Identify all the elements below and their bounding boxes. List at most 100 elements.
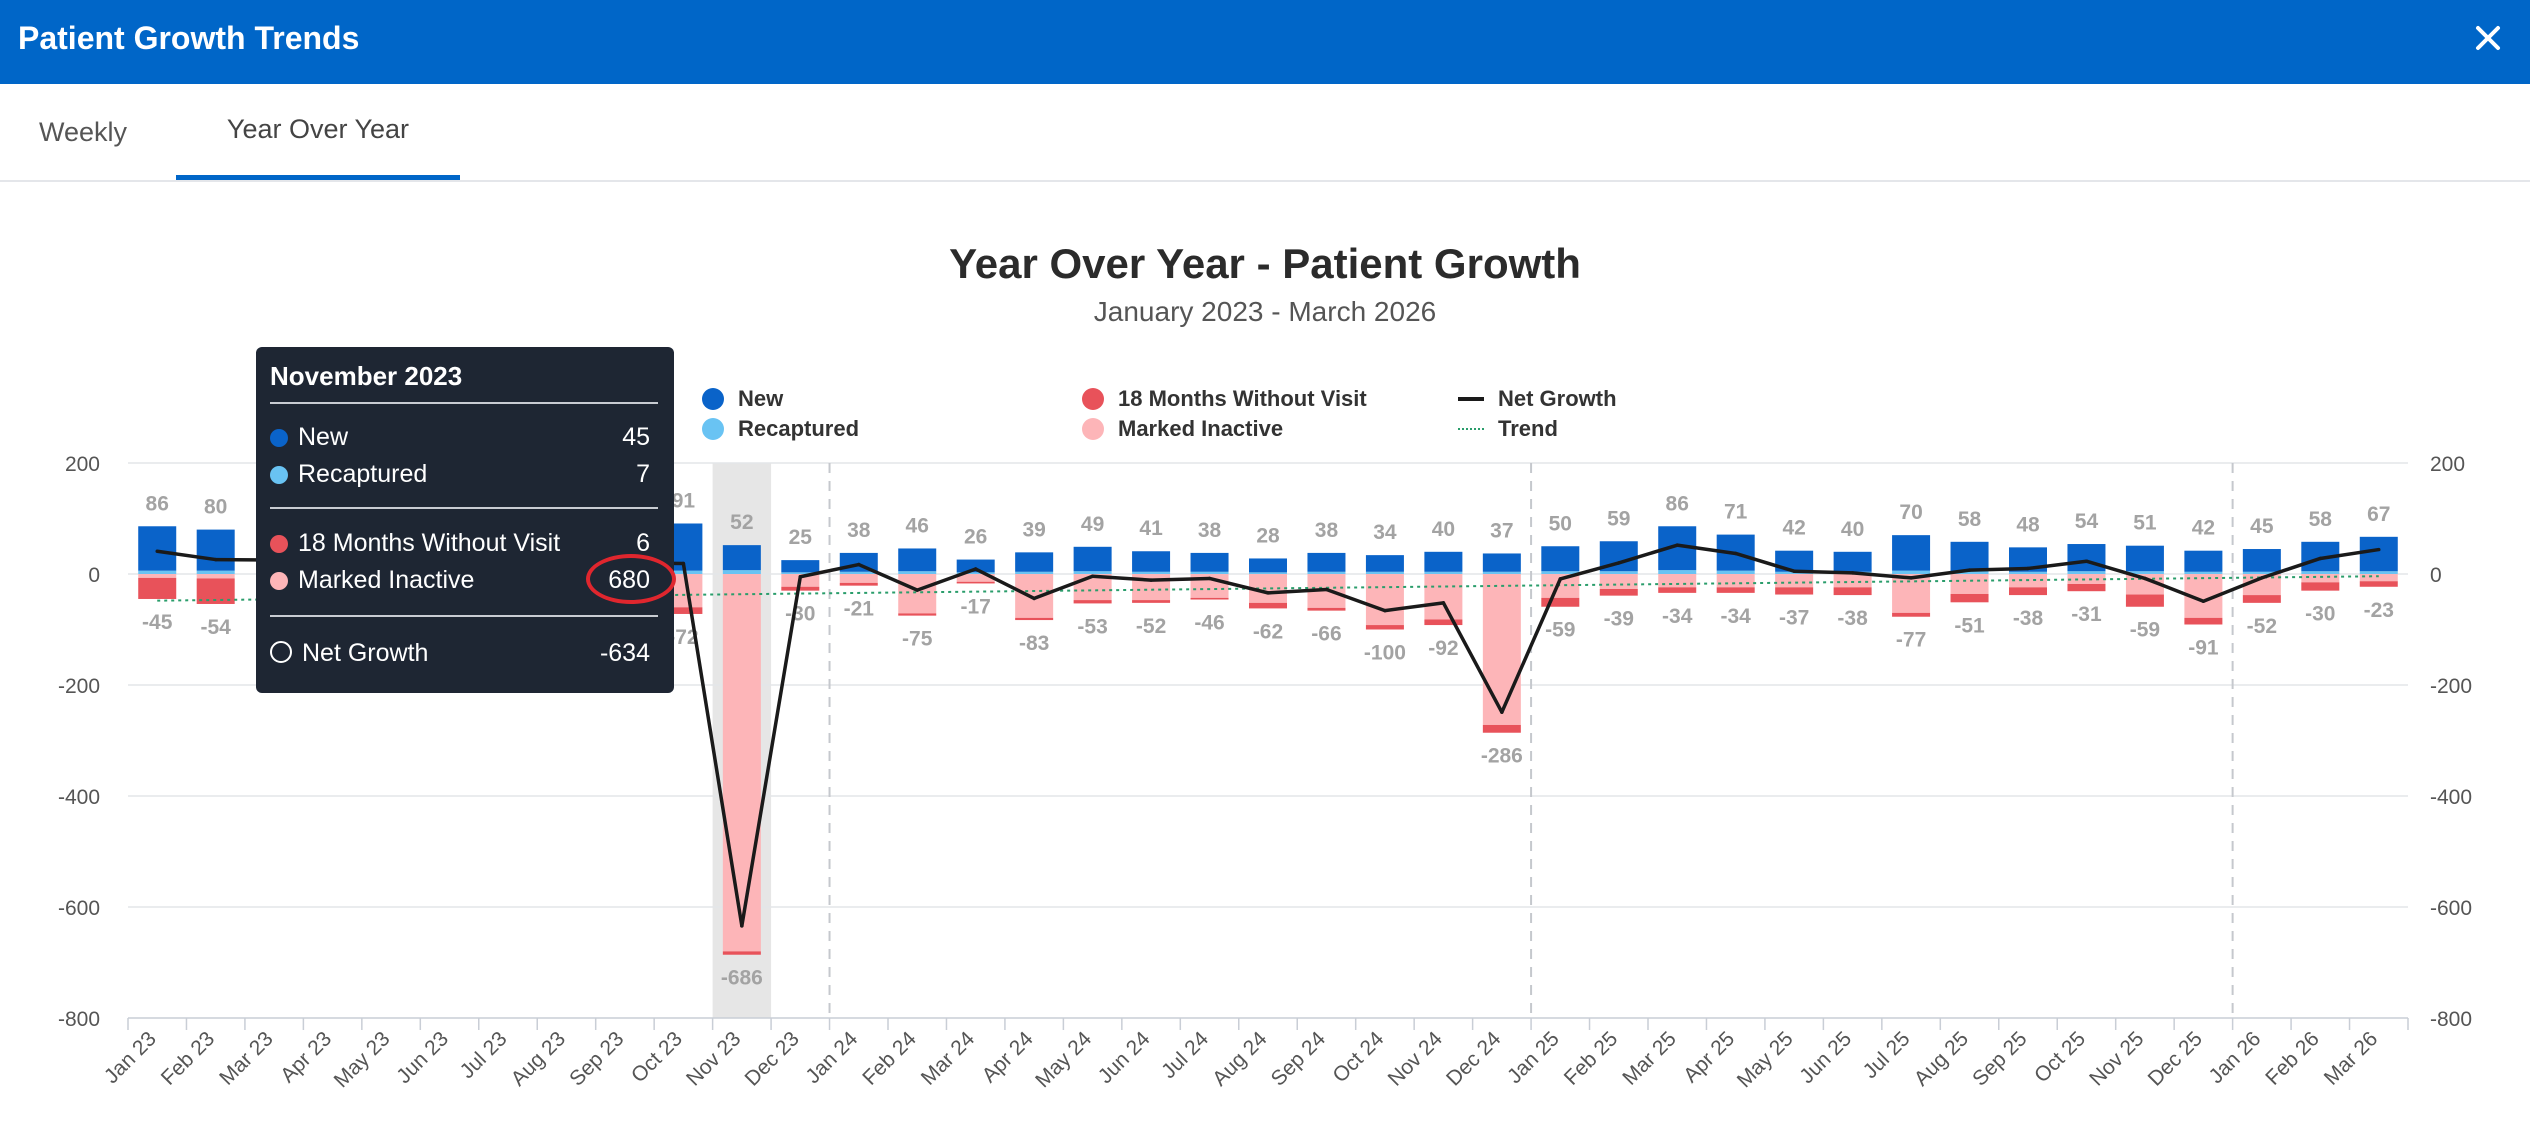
legend-marked-inactive[interactable]: Marked Inactive [1082,414,1283,444]
y-tick-label-left: -800 [58,1008,100,1031]
positive-total-label: 58 [2309,508,2333,531]
bar-marked-inactive [722,574,761,952]
net-growth-segment [1909,568,1972,580]
bar-18-months [781,586,820,591]
bar-new [138,526,177,571]
bar-18-months [138,577,177,599]
x-tick-label: Mar 23 [215,1027,277,1089]
net-growth-segment [1207,576,1270,595]
positive-total-label: 38 [1315,519,1339,542]
net-growth-segment [1967,566,2030,572]
negative-total-label: -46 [1194,612,1224,635]
bar-new [1892,535,1931,571]
bar-18-months [1775,587,1814,595]
bar-new [2184,550,2223,572]
bar-18-months [1950,593,1989,603]
bar-new [956,559,995,573]
negative-total-label: -37 [1779,607,1809,630]
positive-total-label: 71 [1724,501,1748,524]
positive-total-label: 39 [1022,518,1045,541]
bar-18-months [722,951,761,955]
net-growth-segment [1558,561,1621,581]
x-tick-label: Jun 23 [392,1027,453,1088]
tab-weekly[interactable]: Weekly [38,116,128,147]
bar-marked-inactive [1775,574,1814,588]
bar-18-months [1541,597,1580,607]
negative-total-label: -38 [2013,607,2044,630]
bar-18-months [1132,600,1171,603]
legend-trend-label: Trend [1498,416,1558,441]
bar-18-months [1424,619,1463,626]
negative-total-label: -91 [2188,637,2219,660]
legend-trend[interactable]: Trend [1458,414,1558,444]
bar-recaptured [1249,572,1287,574]
bar-new [2359,536,2398,572]
legend-recaptured-swatch [702,418,724,440]
legend-recaptured-label: Recaptured [738,416,860,441]
negative-total-label: -72 [668,626,698,649]
bar-new [1132,551,1171,572]
bar-new [1365,555,1404,572]
bar-recaptured [2125,571,2164,574]
legend-new-swatch [702,388,724,410]
bar-recaptured [196,570,235,574]
x-tick-label: Dec 25 [2144,1027,2207,1090]
net-growth-segment [973,567,1036,601]
tooltip-row-18-months: 18 Months Without Visit 6 [270,527,658,561]
legend-18-months[interactable]: 18 Months Without Visit [1082,384,1367,414]
bar-recaptured [1482,571,1521,574]
net-growth-segment [1733,551,1796,573]
bar-marked-inactive [138,574,177,578]
tooltip-row-recaptured: Recaptured 7 [270,458,658,492]
bar-recaptured [138,570,177,574]
bar-new [1073,546,1112,572]
x-tick-label: Apr 24 [978,1027,1038,1087]
net-growth-segment [798,562,861,579]
x-tick-label: Nov 24 [1384,1027,1448,1091]
bar-18-months [956,581,995,584]
positive-total-label: 70 [1899,501,1922,524]
bar-new [1249,558,1287,573]
legend-net-growth[interactable]: Net Growth [1458,384,1617,414]
positive-total-label: 42 [2192,517,2215,540]
positive-total-label: 52 [730,511,753,534]
net-growth-segment [1032,574,1095,601]
positive-total-label: 40 [1841,518,1864,541]
bar-18-months [1599,588,1638,596]
x-tick-label: Jul 23 [456,1027,512,1083]
bar-18-months [1190,597,1229,600]
tooltip-recaptured-value: 7 [636,460,650,488]
bar-marked-inactive [1833,574,1872,588]
bar-marked-inactive [1541,574,1580,598]
negative-total-label: -53 [1077,615,1107,638]
bar-18-months [1892,612,1931,617]
x-tick-label: Jan 25 [1503,1027,1564,1088]
bar-18-months [839,582,878,586]
net-growth-segment [2084,559,2147,581]
legend-new[interactable]: New [702,384,783,414]
legend-recaptured[interactable]: Recaptured [702,414,859,444]
tab-year-over-year[interactable]: Year Over Year [176,84,460,180]
y-tick-label-left: -600 [58,897,100,920]
positive-total-label: 41 [1139,517,1163,540]
bar-recaptured [1658,570,1697,574]
bar-marked-inactive [2242,574,2281,596]
positive-total-label: 38 [1198,519,1222,542]
bar-recaptured [2067,571,2106,574]
net-growth-segment [1441,601,1504,714]
close-icon [2476,26,2500,50]
bar-recaptured [1190,571,1229,574]
positive-total-label: 25 [789,526,813,549]
x-tick-label: Oct 24 [1328,1027,1388,1087]
x-tick-label: Jun 25 [1795,1027,1856,1088]
net-growth-segment [1266,587,1329,595]
positive-total-label: 51 [2133,512,2157,535]
chart-title: Year Over Year - Patient Growth [949,240,1581,287]
bar-marked-inactive [1482,574,1521,725]
y-tick-label-right: -400 [2430,786,2472,809]
net-growth-segment [2318,547,2381,561]
net-growth-segment [1090,574,1153,582]
bar-marked-inactive [1365,574,1404,626]
close-button[interactable] [2466,16,2510,60]
